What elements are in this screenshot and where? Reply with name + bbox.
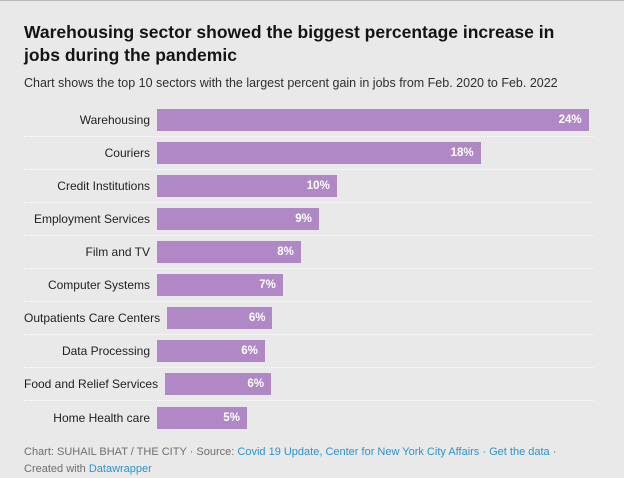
category-label: Credit Institutions bbox=[57, 179, 150, 194]
bar: 18% bbox=[157, 142, 481, 165]
bar: 5% bbox=[157, 406, 247, 429]
chart-row: Computer Systems 7% bbox=[24, 269, 594, 303]
category-label: Outpatients Care Centers bbox=[24, 311, 161, 326]
chart-row: Warehousing 24% bbox=[24, 104, 594, 138]
datawrapper-link[interactable]: Datawrapper bbox=[88, 462, 152, 475]
chart-row: Food and Relief Services 6% bbox=[24, 368, 594, 402]
category-label: Data Processing bbox=[61, 344, 150, 359]
bar: 6% bbox=[167, 307, 273, 330]
category-label: Couriers bbox=[104, 146, 150, 161]
bar-track: 6% bbox=[157, 340, 594, 363]
chart-subtitle: Chart shows the top 10 sectors with the … bbox=[24, 76, 558, 91]
chart-title: Warehousing sector showed the biggest pe… bbox=[24, 22, 555, 66]
bar-track: 6% bbox=[165, 373, 594, 396]
category-label: Food and Relief Services bbox=[24, 377, 159, 392]
bar-value-label: 6% bbox=[248, 312, 266, 325]
bar: 10% bbox=[157, 175, 337, 198]
category-label: Employment Services bbox=[33, 212, 150, 227]
source-link[interactable]: Covid 19 Update, Center for New York Cit… bbox=[237, 446, 480, 459]
bar-track: 6% bbox=[167, 307, 594, 330]
footer-byline: Chart: SUHAIL BHAT / THE CITY bbox=[24, 446, 187, 459]
chart-row: Employment Services 9% bbox=[24, 203, 594, 237]
bar: 6% bbox=[157, 340, 265, 363]
footer-separator: · bbox=[482, 446, 487, 459]
bar-value-label: 10% bbox=[306, 180, 330, 193]
footer-source-label: Source: bbox=[196, 446, 235, 459]
bar: 7% bbox=[157, 274, 283, 297]
get-the-data-link[interactable]: Get the data bbox=[489, 446, 550, 459]
bar-track: 9% bbox=[157, 208, 594, 231]
bar-track: 24% bbox=[157, 109, 594, 132]
category-label: Film and TV bbox=[85, 245, 150, 260]
chart-row: Film and TV 8% bbox=[24, 236, 594, 270]
chart-row: Couriers 18% bbox=[24, 137, 594, 171]
bar: 24% bbox=[157, 109, 589, 132]
bar-track: 18% bbox=[157, 142, 594, 165]
chart-row: Data Processing 6% bbox=[24, 335, 594, 369]
footer-created-with: Created with bbox=[24, 462, 86, 475]
bar-value-label: 6% bbox=[247, 378, 264, 391]
category-label: Warehousing bbox=[79, 113, 150, 128]
bar-value-label: 6% bbox=[241, 345, 258, 358]
bar-track: 10% bbox=[157, 175, 594, 198]
chart-footer: Chart: SUHAIL BHAT / THE CITY · Source: … bbox=[24, 444, 590, 477]
bar: 9% bbox=[157, 208, 319, 231]
bar-value-label: 8% bbox=[277, 246, 294, 259]
chart-row: Home Health care 5% bbox=[24, 401, 594, 434]
category-label: Home Health care bbox=[53, 410, 150, 425]
bar-value-label: 5% bbox=[223, 411, 240, 424]
bar-track: 7% bbox=[157, 274, 594, 297]
bar-track: 5% bbox=[157, 406, 594, 429]
bar-value-label: 24% bbox=[558, 114, 582, 127]
bar: 6% bbox=[165, 373, 271, 396]
bar-value-label: 7% bbox=[259, 279, 276, 292]
footer-separator: · bbox=[552, 446, 557, 459]
bar-chart: Warehousing 24% Couriers 18% Credit Inst… bbox=[24, 104, 594, 434]
category-label: Computer Systems bbox=[47, 278, 150, 293]
chart-rows: Warehousing 24% Couriers 18% Credit Inst… bbox=[24, 104, 594, 434]
footer-separator: · bbox=[189, 446, 194, 459]
bar-value-label: 9% bbox=[295, 213, 312, 226]
chart-row: Outpatients Care Centers 6% bbox=[24, 302, 594, 336]
bar-track: 8% bbox=[157, 241, 594, 264]
chart-row: Credit Institutions 10% bbox=[24, 170, 594, 204]
bar-value-label: 18% bbox=[450, 147, 474, 160]
bar: 8% bbox=[157, 241, 301, 264]
